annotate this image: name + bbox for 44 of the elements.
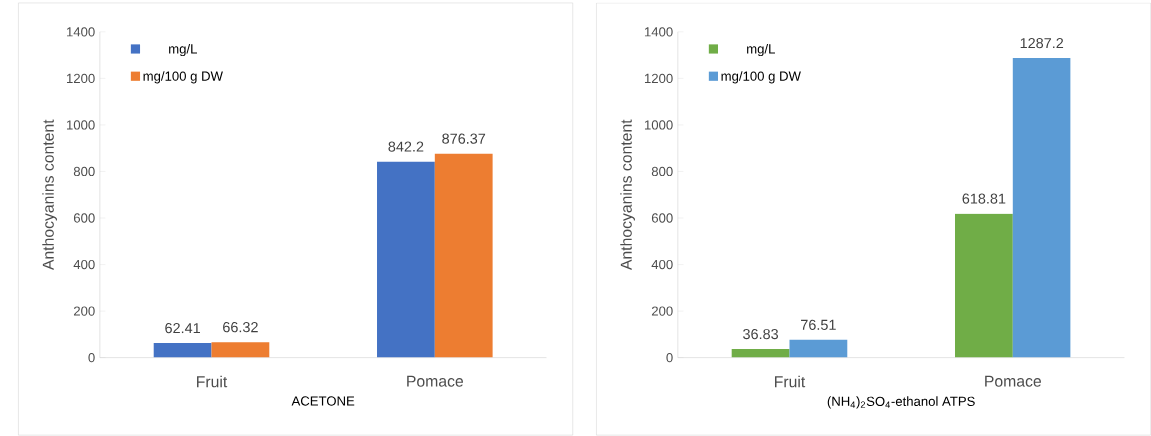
bar (1012, 57, 1071, 358)
x-axis-title: ACETONE (291, 396, 355, 406)
bar (789, 339, 848, 358)
legend-label: mg/L (169, 43, 197, 56)
y-tick-label: 200 (73, 306, 95, 316)
y-tick-label: 200 (651, 306, 673, 316)
legend-label: mg/100 g DW (143, 70, 223, 84)
data-label: 76.51 (801, 319, 836, 330)
y-tick-label: 1400 (644, 26, 673, 37)
y-tick-label: 0 (666, 352, 673, 363)
y-tick-label: 1000 (644, 120, 673, 130)
x-tick-label: Fruit (775, 375, 806, 388)
data-label: 66.32 (223, 321, 258, 333)
y-tick-label: 1000 (67, 120, 95, 130)
bar (731, 348, 790, 358)
data-label: 842.2 (388, 141, 424, 152)
y-tick-label: 600 (73, 213, 95, 223)
y-tick-label: 0 (88, 352, 95, 363)
y-tick-label: 1200 (67, 73, 95, 83)
legend-label: mg/L (747, 43, 775, 56)
legend-label: mg/100 g DW (721, 70, 801, 84)
bar (211, 341, 270, 358)
y-tick-label: 1200 (644, 73, 673, 83)
y-tick-label: 1400 (67, 26, 95, 37)
bar (153, 342, 212, 358)
data-label: 36.83 (743, 328, 779, 339)
x-axis-title: (NH$_{4}$)$_{2}$SO$_{4}$-ethanol ATPS (827, 396, 975, 409)
data-label: 618.81 (962, 193, 1006, 204)
bar (955, 213, 1013, 358)
y-tick-label: 400 (73, 259, 95, 269)
y-axis-title: Anthocyanins content (620, 119, 635, 270)
y-tick-label: 800 (73, 166, 95, 176)
bar (434, 153, 493, 358)
data-label: 62.41 (165, 322, 200, 333)
y-tick-label: 400 (651, 259, 673, 269)
data-label: 876.37 (442, 133, 486, 144)
x-tick-label: Pomace (985, 375, 1041, 387)
bar (377, 161, 435, 358)
x-tick-label: Fruit (197, 375, 228, 388)
y-tick-label: 800 (651, 166, 673, 176)
y-axis-title: Anthocyanins content (42, 119, 57, 270)
data-label: 1287.2 (1020, 37, 1064, 48)
y-tick-label: 600 (651, 213, 673, 223)
x-tick-label: Pomace (407, 375, 464, 387)
